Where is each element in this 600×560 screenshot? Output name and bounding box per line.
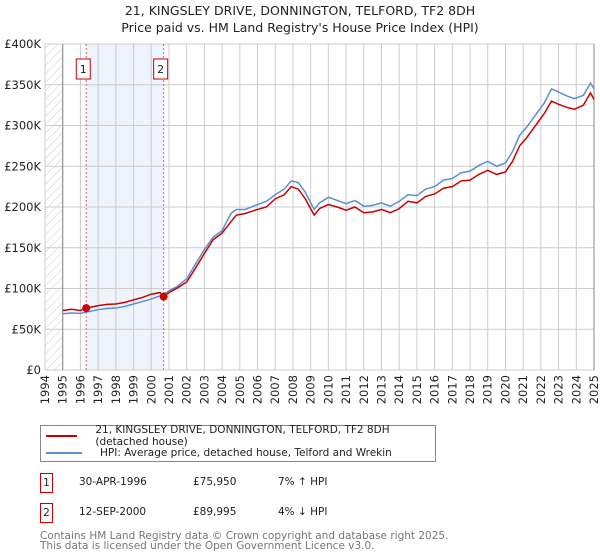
x-tick-label: 1999 <box>127 375 141 404</box>
sale-point <box>82 304 91 313</box>
price-chart: £0 £50K £100K £150K £200K £250K £300K £350K £400… <box>4 37 600 404</box>
subtitle-line: Price paid vs. HM Land Registry's House … <box>121 20 479 35</box>
y-tick-label: £50K <box>12 322 42 336</box>
x-tick-label: 2012 <box>357 375 371 404</box>
x-tick-label: 2014 <box>392 375 406 404</box>
y-tick-label: £0 <box>26 363 41 377</box>
x-tick-label: 2015 <box>410 375 424 404</box>
x-tick-label: 2024 <box>569 375 583 404</box>
x-tick-label: 1994 <box>38 375 52 404</box>
x-tick-label: 2017 <box>445 375 459 404</box>
sale-hpi-diff: 4% ↓ HPI <box>278 506 328 518</box>
x-tick-label: 1995 <box>56 375 70 404</box>
sale-date: 12-SEP-2000 <box>79 506 147 518</box>
sale-point <box>159 292 168 301</box>
sale-number: 2 <box>40 503 53 523</box>
x-tick-label: 2005 <box>233 375 247 404</box>
x-tick-label: 2002 <box>180 375 194 404</box>
y-tick-label: £350K <box>4 78 41 92</box>
y-tick-label: £250K <box>4 159 41 173</box>
sale-number: 1 <box>40 473 53 493</box>
sale-label: 1 <box>80 63 87 76</box>
x-tick-label: 2000 <box>144 375 158 404</box>
x-tick-label: 2021 <box>516 375 530 404</box>
x-tick-label: 2004 <box>215 375 229 404</box>
footer: Contains HM Land Registry data © Crown c… <box>40 530 449 552</box>
x-tick-label: 2003 <box>197 375 211 404</box>
x-tick-label: 2011 <box>339 375 353 404</box>
sale-price: £75,950 <box>193 476 237 488</box>
y-tick-label: £400K <box>4 37 41 51</box>
x-tick-label: 2008 <box>286 375 300 404</box>
x-tick-label: 2001 <box>162 375 176 404</box>
series-line <box>62 81 595 315</box>
x-tick-label: 1996 <box>73 375 87 404</box>
legend-label: 21, KINGSLEY DRIVE, DONNINGTON, TELFORD,… <box>95 424 390 448</box>
sale-label: 2 <box>157 63 164 76</box>
x-tick-label: 1998 <box>109 375 123 404</box>
legend-swatch <box>46 435 78 437</box>
sale-date: 30-APR-1996 <box>79 476 147 488</box>
y-tick-label: £300K <box>4 119 41 133</box>
legend-item-hpi: HPI: Average price, detached house, Telf… <box>41 445 392 461</box>
x-tick-label: 2019 <box>481 375 495 404</box>
chart-title: 21, KINGSLEY DRIVE, DONNINGTON, TELFORD,… <box>0 2 600 36</box>
sale-hpi-diff: 7% ↑ HPI <box>278 476 328 488</box>
series-line <box>62 91 595 312</box>
y-tick-label: £150K <box>4 241 41 255</box>
x-tick-label: 2016 <box>428 375 442 404</box>
x-tick-label: 2025 <box>587 375 600 404</box>
x-tick-label: 2006 <box>251 375 265 404</box>
x-tick-label: 1997 <box>91 375 105 404</box>
legend-label: HPI: Average price, detached house, Telf… <box>100 447 392 459</box>
x-tick-label: 2009 <box>304 375 318 404</box>
title-line: 21, KINGSLEY DRIVE, DONNINGTON, TELFORD,… <box>124 3 476 18</box>
x-tick-label: 2010 <box>321 375 335 404</box>
y-tick-label: £100K <box>4 282 41 296</box>
x-tick-label: 2007 <box>268 375 282 404</box>
legend-swatch <box>46 452 82 454</box>
y-tick-label: £200K <box>4 200 41 214</box>
sale-price: £89,995 <box>193 506 237 518</box>
legend-item-property: 21, KINGSLEY DRIVE, DONNINGTON, TELFORD,… <box>41 424 435 448</box>
x-tick-label: 2018 <box>463 375 477 404</box>
x-tick-label: 2023 <box>552 375 566 404</box>
sale-label-box <box>75 58 91 80</box>
legend: 21, KINGSLEY DRIVE, DONNINGTON, TELFORD,… <box>40 424 436 462</box>
x-tick-label: 2022 <box>534 375 548 404</box>
x-tick-label: 2020 <box>498 375 512 404</box>
footer-line: Contains HM Land Registry data © Crown c… <box>40 530 449 542</box>
sale-label-box <box>153 58 169 80</box>
footer-line: This data is licensed under the Open Gov… <box>40 540 375 552</box>
x-tick-label: 2013 <box>374 375 388 404</box>
